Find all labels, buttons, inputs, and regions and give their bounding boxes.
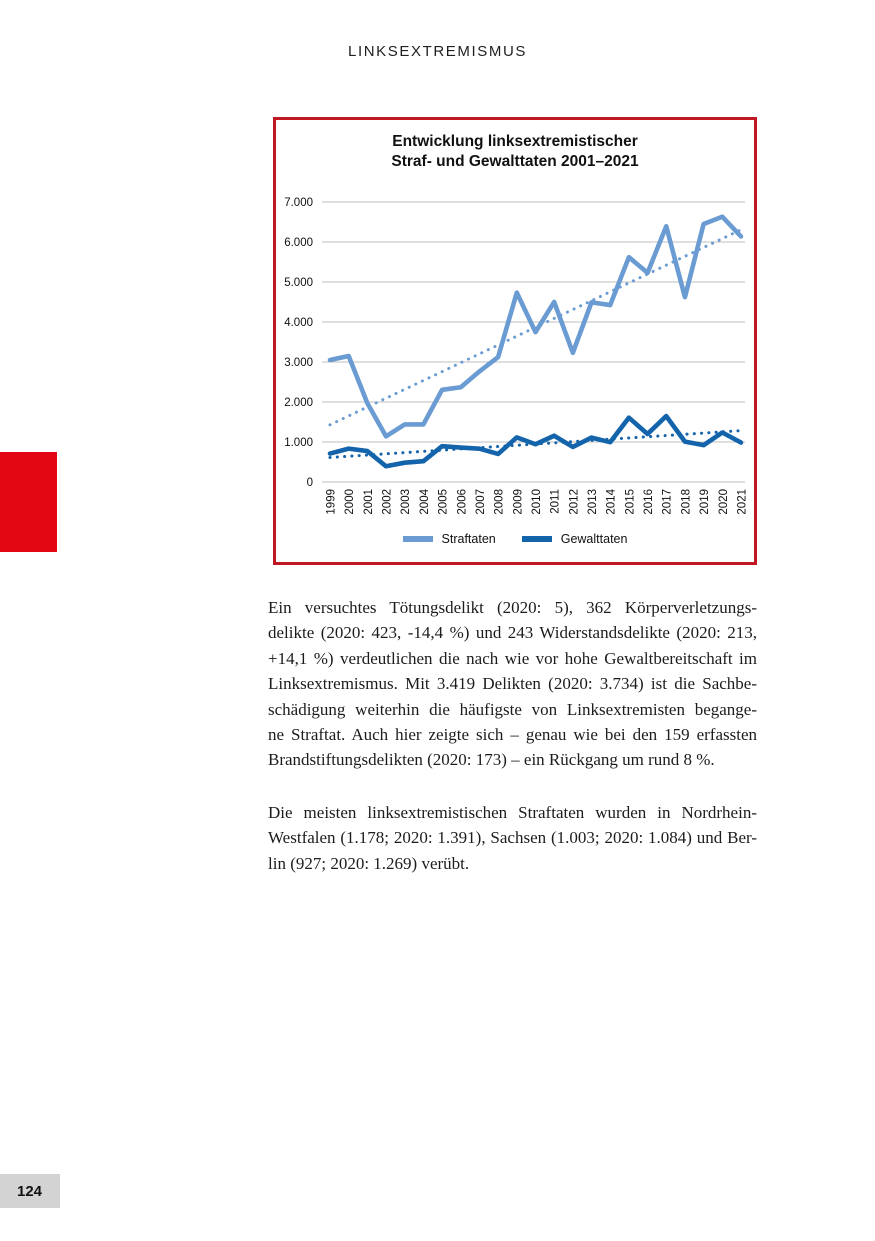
series-line-gewalttaten [327, 413, 744, 469]
x-tick-label: 2007 [475, 489, 487, 515]
legend-swatch-icon [402, 536, 433, 542]
text-line: lin (927; 2020: 1.269) verübt. [268, 853, 470, 873]
x-tick-label: 2004 [419, 488, 431, 514]
y-tick-label: 0 [307, 477, 313, 489]
x-tick-label: 2016 [643, 489, 655, 515]
paragraph-violence-stats: Ein versuchtes Tötungsdelikt (2020: 5), … [268, 595, 757, 773]
x-tick-label: 2018 [680, 489, 692, 515]
x-tick-label: 2014 [606, 488, 618, 514]
red-chapter-tab [0, 452, 57, 552]
x-tick-label: 2008 [494, 489, 506, 515]
chart-title-line1: Entwicklung linksextremistischer [392, 133, 638, 150]
y-tick-label: 4.000 [284, 317, 313, 329]
x-tick-label: 2017 [662, 489, 674, 515]
chart-title-line2: Straf- und Gewalttaten 2001–2021 [391, 153, 639, 170]
x-tick-label: 2019 [699, 489, 711, 515]
x-tick-label: 2005 [438, 489, 450, 515]
y-tick-label: 1.000 [284, 437, 313, 449]
text-line: ne Straftat. Auch hier zeigte sich – gen… [268, 725, 757, 745]
legend-label: Straftaten [441, 532, 496, 546]
series-line-straftaten [327, 214, 744, 439]
x-tick-label: 2010 [531, 489, 543, 515]
x-tick-label: 2015 [624, 489, 636, 515]
legend-item-gewalttaten: Gewalttaten [521, 532, 628, 546]
text-line: Brandstiftungsdelikten (2020: 173) – ein… [268, 750, 715, 770]
x-tick-label: 2001 [363, 489, 375, 515]
x-tick-label: 2000 [344, 489, 356, 515]
crime-trend-chart: 7.000 6.000 5.000 4.000 3.000 2.000 1.000 0 1999… [284, 197, 748, 515]
text-line: Westfalen (1.178; 2020: 1.391), Sachsen … [268, 828, 757, 848]
body-text: Ein versuchtes Tötungsdelikt (2020: 5), … [268, 595, 757, 903]
chart-title: Entwicklung linksextremistischer Straf- … [276, 132, 754, 172]
chart-legend: Straftaten Gewalttaten [276, 532, 754, 546]
legend-label: Gewalttaten [560, 532, 628, 546]
y-tick-label: 2.000 [284, 397, 313, 409]
chart-panel: Entwicklung linksextremistischer Straf- … [273, 117, 757, 565]
x-tick-label: 2003 [400, 489, 412, 515]
y-tick-label: 3.000 [284, 357, 313, 369]
text-line: +14,1 %) verdeutlichen die nach wie vor … [268, 648, 757, 668]
x-tick-label: 1999 [326, 489, 338, 515]
x-tick-label: 2012 [568, 489, 580, 515]
text-line: schädigung weiterhin die häufigste von L… [268, 699, 757, 719]
x-tick-label: 2020 [718, 489, 730, 515]
y-tick-label: 5.000 [284, 277, 313, 289]
x-tick-label: 2011 [550, 489, 562, 514]
x-tick-label: 2009 [512, 489, 524, 515]
legend-swatch-icon [521, 536, 552, 542]
chapter-header: LINKSEXTREMISMUS [348, 43, 527, 60]
paragraph-states-stats: Die meisten linksextremistischen Strafta… [268, 800, 757, 876]
text-line: delikte (2020: 423, -14,4 %) und 243 Wid… [268, 623, 757, 643]
y-tick-label: 7.000 [284, 197, 313, 209]
text-line: Die meisten linksextremistischen Strafta… [268, 802, 757, 822]
legend-item-straftaten: Straftaten [402, 532, 496, 546]
y-tick-label: 6.000 [284, 237, 313, 249]
text-line: Linksextremismus. Mit 3.419 Delikten (20… [268, 674, 757, 694]
x-tick-label: 2021 [736, 489, 748, 515]
x-tick-label: 2002 [382, 489, 394, 515]
page-number: 124 [17, 1182, 43, 1200]
x-tick-label: 2013 [587, 489, 599, 515]
page-number-box: 124 [0, 1174, 60, 1208]
x-tick-label: 2006 [456, 489, 468, 515]
text-line: Ein versuchtes Tötungsdelikt (2020: 5), … [268, 598, 757, 617]
